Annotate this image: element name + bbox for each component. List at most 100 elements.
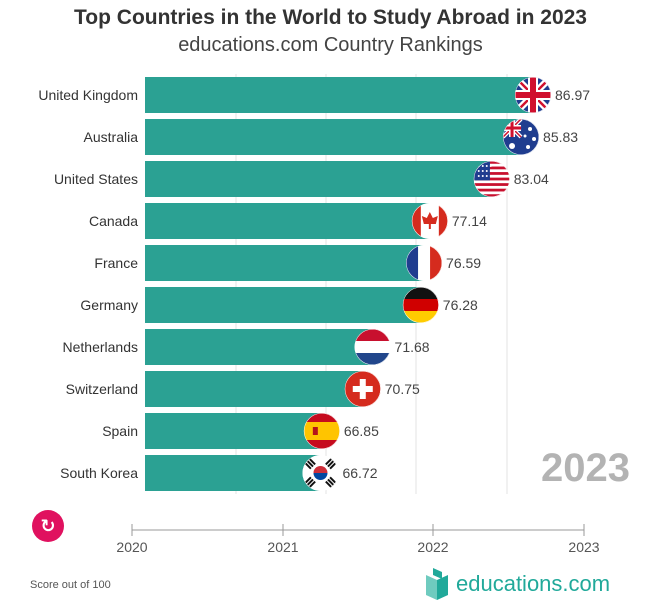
category-label: Canada bbox=[89, 213, 138, 229]
flag-part bbox=[473, 172, 510, 176]
flag-part bbox=[473, 185, 510, 190]
flag-part bbox=[354, 341, 391, 353]
netherlands-flag-icon bbox=[354, 329, 391, 365]
flag-part bbox=[485, 170, 488, 172]
category-label: France bbox=[94, 255, 138, 271]
chart-subtitle: educations.com Country Rankings bbox=[178, 34, 483, 56]
flag-part bbox=[523, 134, 527, 138]
flag-part bbox=[406, 245, 419, 281]
value-label: 70.75 bbox=[385, 381, 420, 397]
timeline-tick-label: 2022 bbox=[417, 539, 448, 555]
france-flag-icon bbox=[406, 245, 443, 281]
flag-part bbox=[402, 299, 439, 311]
flag-part bbox=[354, 353, 391, 365]
logo-text: educations.com bbox=[456, 571, 611, 596]
flag-part bbox=[528, 127, 533, 131]
south-korea-flag-icon bbox=[302, 455, 339, 491]
bar bbox=[145, 413, 322, 449]
value-label: 77.14 bbox=[452, 213, 487, 229]
flag-part bbox=[473, 174, 510, 179]
canada-flag-icon bbox=[411, 203, 448, 239]
flag-part bbox=[481, 175, 484, 177]
flag-part bbox=[418, 245, 431, 281]
flag-part bbox=[473, 166, 510, 170]
educations-logo: educations.com bbox=[424, 565, 610, 603]
flag-part bbox=[312, 427, 318, 435]
category-label: United States bbox=[54, 171, 138, 187]
flag-part bbox=[532, 137, 537, 141]
flag-part bbox=[481, 170, 484, 172]
flag-part bbox=[477, 175, 480, 177]
flag-part bbox=[313, 473, 328, 481]
logo-mark-icon bbox=[426, 568, 448, 600]
value-label: 66.85 bbox=[344, 423, 379, 439]
flag-part bbox=[411, 203, 421, 239]
category-label: Netherlands bbox=[63, 339, 139, 355]
value-label: 76.59 bbox=[446, 255, 481, 271]
flag-part bbox=[477, 170, 480, 172]
flag-part bbox=[473, 194, 510, 197]
flag-part bbox=[473, 169, 510, 173]
category-label: Germany bbox=[80, 297, 138, 313]
category-label: Spain bbox=[102, 423, 138, 439]
flag-part bbox=[485, 165, 488, 167]
uk-flag-icon bbox=[515, 77, 551, 113]
flag-part bbox=[526, 145, 531, 149]
flag-part bbox=[473, 183, 510, 187]
timeline-tick-label: 2021 bbox=[267, 539, 298, 555]
flag-part bbox=[473, 180, 510, 184]
category-label: Switzerland bbox=[66, 381, 138, 397]
us-flag-icon bbox=[473, 161, 510, 197]
bar bbox=[145, 119, 522, 155]
flag-part bbox=[438, 203, 448, 239]
value-label: 86.97 bbox=[555, 87, 590, 103]
bar bbox=[145, 245, 425, 281]
flag-part bbox=[430, 245, 443, 281]
flag-part bbox=[515, 92, 551, 98]
bar bbox=[145, 371, 363, 407]
value-label: 85.83 bbox=[543, 129, 578, 145]
bar bbox=[145, 455, 321, 491]
timeline-tick-label: 2023 bbox=[568, 539, 599, 555]
flag-part bbox=[473, 191, 510, 195]
bar bbox=[145, 329, 373, 365]
value-label: 83.04 bbox=[514, 171, 549, 187]
value-label: 71.68 bbox=[395, 339, 430, 355]
flag-part bbox=[303, 440, 340, 449]
flag-part bbox=[421, 212, 438, 229]
flag-part bbox=[485, 175, 488, 177]
year-label: 2023 bbox=[541, 446, 630, 490]
category-label: United Kingdom bbox=[38, 87, 138, 103]
flag-part bbox=[303, 422, 340, 440]
germany-flag-icon bbox=[402, 287, 439, 323]
replay-icon: ↻ bbox=[40, 515, 56, 536]
spain-flag-icon bbox=[303, 413, 340, 449]
replay-button[interactable]: ↻ bbox=[32, 510, 64, 542]
flag-part bbox=[473, 161, 510, 165]
flag-part bbox=[481, 165, 484, 167]
flag-part bbox=[473, 177, 510, 181]
flag-part bbox=[489, 170, 492, 172]
flag-part bbox=[503, 126, 522, 130]
flag-part bbox=[489, 165, 492, 167]
flag-part bbox=[354, 329, 391, 341]
flag-part bbox=[352, 386, 373, 392]
bar bbox=[145, 287, 421, 323]
flag-part bbox=[303, 413, 340, 422]
bar bbox=[145, 77, 533, 113]
flag-part bbox=[313, 466, 328, 473]
timeline-tick-label: 2020 bbox=[116, 539, 147, 555]
value-label: 76.28 bbox=[443, 297, 478, 313]
category-label: Australia bbox=[84, 129, 139, 145]
chart-title: Top Countries in the World to Study Abro… bbox=[74, 6, 587, 29]
flag-part bbox=[473, 188, 510, 192]
flag-part bbox=[402, 287, 439, 299]
flag-part bbox=[402, 311, 439, 323]
bar bbox=[145, 161, 492, 197]
flag-part bbox=[489, 175, 492, 177]
flag-part bbox=[509, 143, 516, 149]
flag-part bbox=[473, 163, 510, 168]
score-footnote: Score out of 100 bbox=[30, 579, 111, 591]
value-label: 66.72 bbox=[342, 465, 377, 481]
